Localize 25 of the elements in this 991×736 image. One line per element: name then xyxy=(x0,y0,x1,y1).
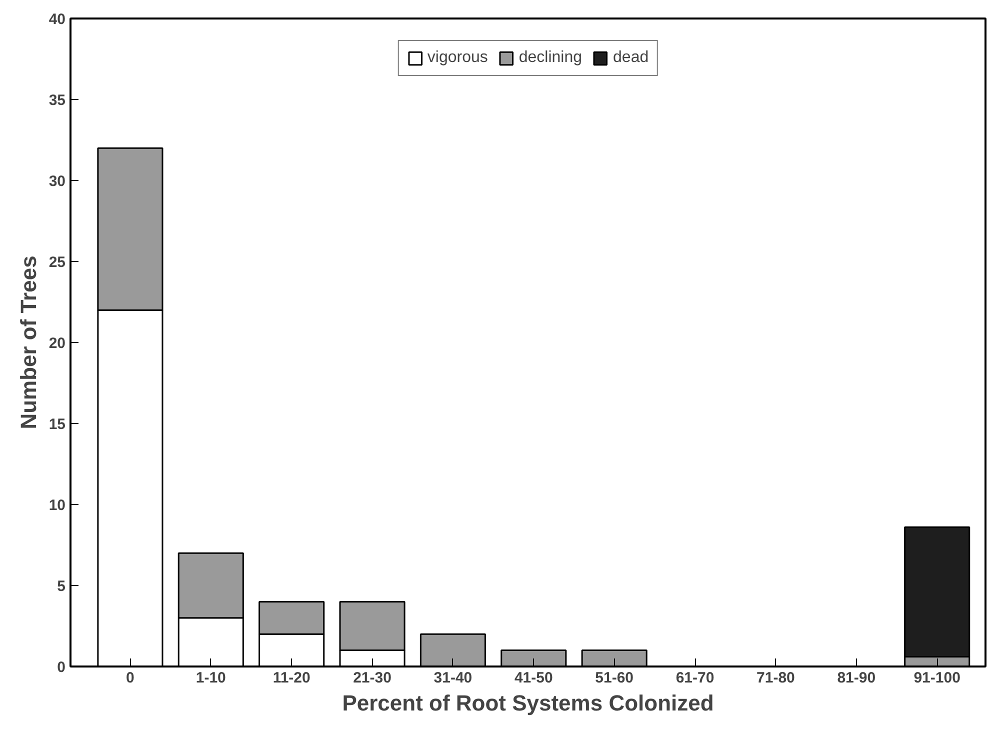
x-tick-label: 31-40 xyxy=(434,670,472,686)
legend-label: vigorous xyxy=(427,49,488,67)
x-tick-label: 41-50 xyxy=(514,670,553,686)
x-tick-label: 71-80 xyxy=(756,670,795,686)
y-tick-label: 30 xyxy=(48,173,66,190)
y-tick-label: 5 xyxy=(57,578,66,595)
x-tick-label: 1-10 xyxy=(196,670,226,686)
y-tick-label: 15 xyxy=(48,416,66,433)
x-tick-label: 0 xyxy=(126,670,134,686)
x-tick-label: 61-70 xyxy=(676,670,714,686)
y-tick-label: 10 xyxy=(48,497,66,514)
x-tick-label: 51-60 xyxy=(595,670,634,686)
x-tick-label: 91-100 xyxy=(914,670,960,686)
x-tick-label: 21-30 xyxy=(353,670,392,686)
y-tick-label: 25 xyxy=(48,254,66,271)
x-tick-label: 81-90 xyxy=(837,670,876,686)
y-tick-label: 35 xyxy=(48,92,66,109)
y-tick-label: 20 xyxy=(48,335,66,352)
y-tick-label: 0 xyxy=(57,659,66,676)
y-axis-title: Number of Trees xyxy=(16,256,41,430)
legend-label: declining xyxy=(518,49,582,67)
y-tick-label: 40 xyxy=(48,11,66,28)
legend-label: dead xyxy=(613,49,649,67)
x-axis-title: Percent of Root Systems Colonized xyxy=(342,690,714,716)
x-tick-label: 11-20 xyxy=(272,670,310,686)
